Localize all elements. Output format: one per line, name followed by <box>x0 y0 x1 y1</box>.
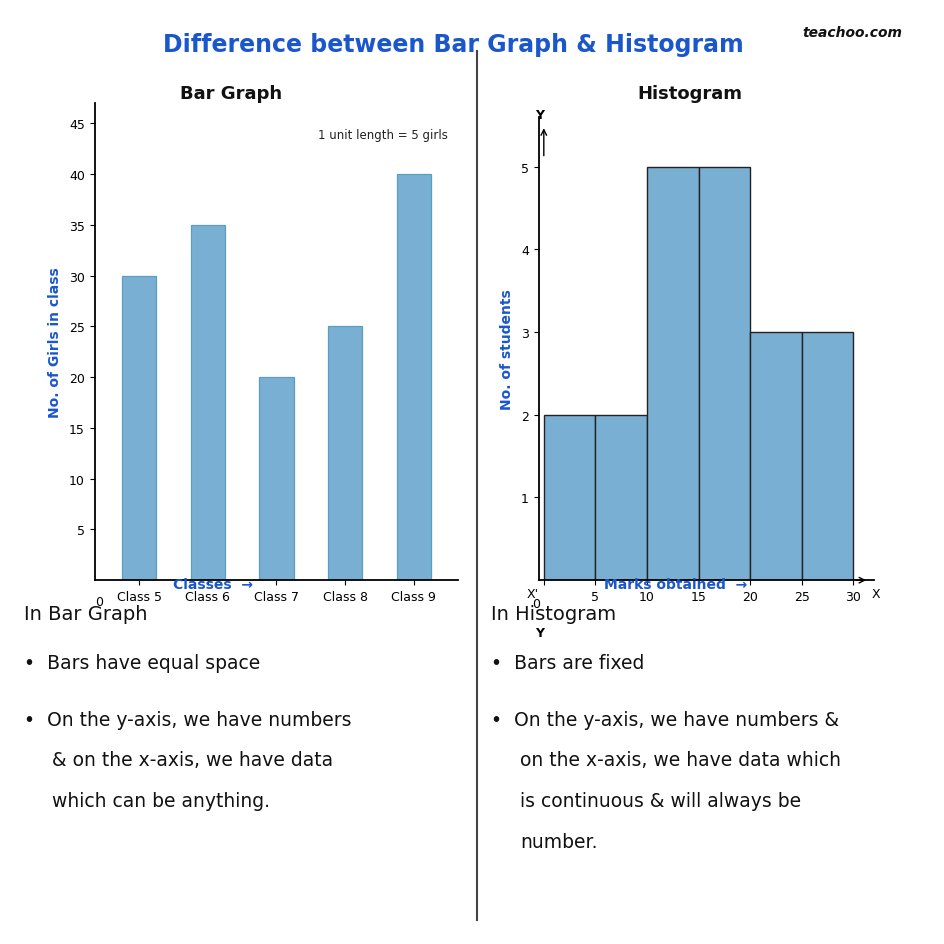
Text: Classes  →: Classes → <box>173 578 252 592</box>
Bar <box>543 415 595 581</box>
Text: •  Bars are fixed: • Bars are fixed <box>491 653 644 672</box>
Text: teachoo.com: teachoo.com <box>801 26 902 41</box>
Text: •  Bars have equal space: • Bars have equal space <box>24 653 260 672</box>
Text: Y: Y <box>534 626 544 639</box>
Text: 1 unit length = 5 girls: 1 unit length = 5 girls <box>318 129 447 143</box>
Text: 0: 0 <box>531 598 539 610</box>
Bar <box>328 327 362 581</box>
Bar <box>801 333 852 581</box>
Y-axis label: No. of Girls in class: No. of Girls in class <box>48 267 62 417</box>
Text: number.: number. <box>519 832 597 851</box>
Text: 0: 0 <box>95 596 103 609</box>
Y-axis label: No. of students: No. of students <box>499 289 514 410</box>
Text: In Histogram: In Histogram <box>491 604 615 623</box>
Text: Y: Y <box>534 110 544 122</box>
Text: is continuous & will always be: is continuous & will always be <box>519 791 800 810</box>
Text: •  On the y-axis, we have numbers &: • On the y-axis, we have numbers & <box>491 710 838 729</box>
Text: Marks obtained  →: Marks obtained → <box>603 578 747 592</box>
Bar <box>396 175 430 581</box>
Text: Bar Graph: Bar Graph <box>180 85 282 103</box>
Text: X: X <box>871 587 880 600</box>
Text: In Bar Graph: In Bar Graph <box>24 604 147 623</box>
Text: Difference between Bar Graph & Histogram: Difference between Bar Graph & Histogram <box>163 33 743 57</box>
Bar <box>191 226 225 581</box>
Bar <box>698 168 750 581</box>
Text: •  On the y-axis, we have numbers: • On the y-axis, we have numbers <box>24 710 351 729</box>
Text: Histogram: Histogram <box>636 85 742 103</box>
Bar <box>259 378 294 581</box>
Text: which can be anything.: which can be anything. <box>52 791 270 810</box>
Text: X': X' <box>526 587 538 600</box>
Bar <box>595 415 647 581</box>
Bar <box>647 168 698 581</box>
Text: & on the x-axis, we have data: & on the x-axis, we have data <box>52 750 332 769</box>
Bar <box>122 277 156 581</box>
Bar <box>750 333 801 581</box>
Text: on the x-axis, we have data which: on the x-axis, we have data which <box>519 750 840 769</box>
